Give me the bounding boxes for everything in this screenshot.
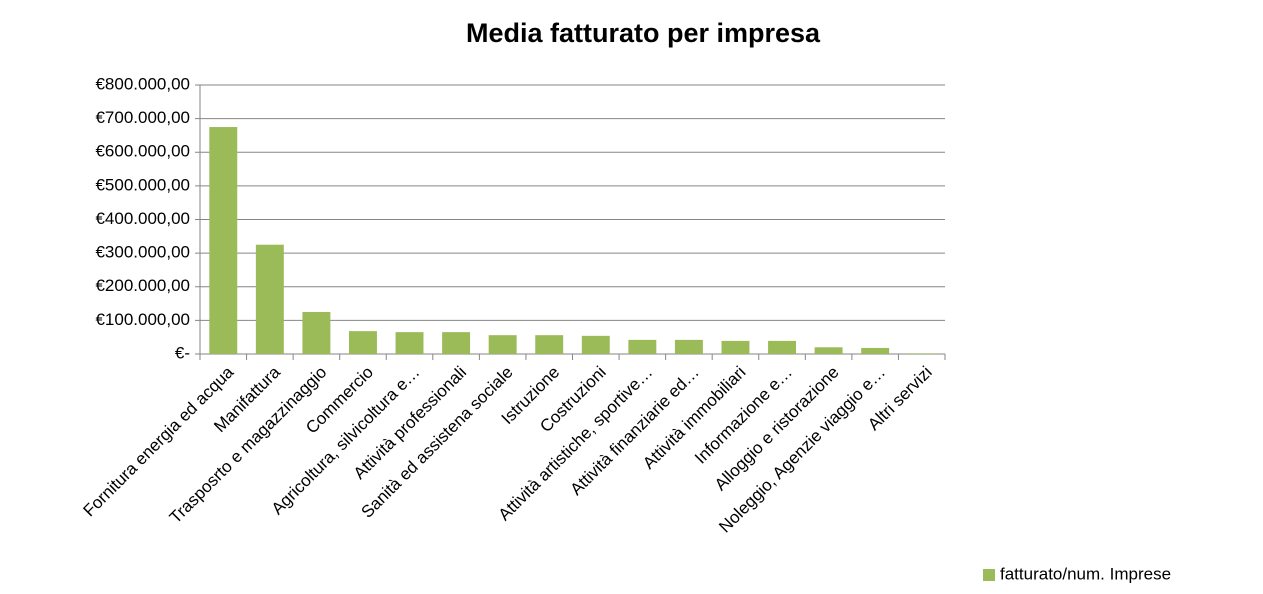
y-tick-label: €700.000,00 bbox=[95, 108, 190, 127]
bar bbox=[674, 339, 703, 354]
bar bbox=[209, 127, 238, 354]
bar bbox=[255, 244, 284, 354]
legend-swatch bbox=[983, 569, 995, 581]
bar bbox=[907, 353, 936, 354]
y-tick-label: €- bbox=[175, 343, 190, 362]
x-tick-label: Fornitura energia ed acqua bbox=[79, 362, 237, 520]
y-tick-label: €200.000,00 bbox=[95, 276, 190, 295]
y-tick-label: €300.000,00 bbox=[95, 243, 190, 262]
bar bbox=[768, 340, 796, 354]
bar bbox=[814, 347, 843, 354]
bar bbox=[395, 332, 424, 354]
legend-label: fatturato/num. Imprese bbox=[1000, 564, 1171, 583]
y-tick-label: €500.000,00 bbox=[95, 175, 190, 194]
y-tick-label: €800.000,00 bbox=[95, 74, 190, 93]
y-tick-label: €600.000,00 bbox=[95, 142, 190, 161]
bar bbox=[488, 335, 517, 354]
bar bbox=[349, 331, 377, 354]
y-tick-label: €100.000,00 bbox=[95, 310, 190, 329]
bar bbox=[302, 311, 331, 354]
chart-title: Media fatturato per impresa bbox=[466, 18, 821, 48]
bar bbox=[535, 335, 564, 354]
bar bbox=[628, 339, 657, 354]
y-tick-label: €400.000,00 bbox=[95, 209, 190, 228]
bar bbox=[581, 335, 610, 354]
bar bbox=[442, 332, 471, 354]
bar bbox=[861, 347, 890, 354]
bar bbox=[721, 340, 750, 354]
